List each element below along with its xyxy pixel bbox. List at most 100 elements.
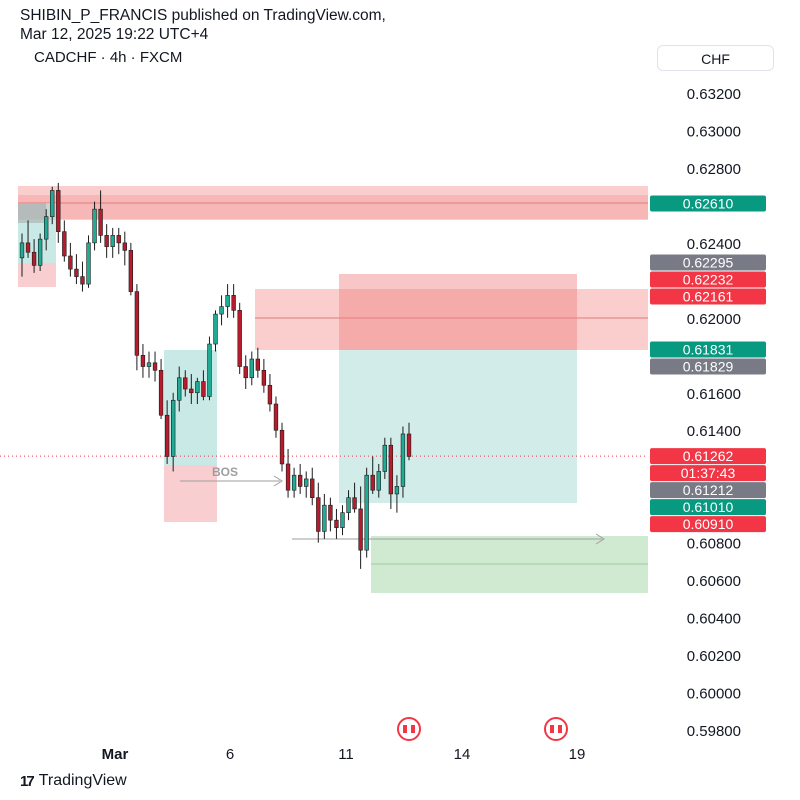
x-tick-label: 11 — [338, 746, 354, 763]
y-tick-label: 0.63200 — [687, 86, 741, 103]
y-tick-label: 0.61600 — [687, 386, 741, 403]
candle-body — [177, 377, 182, 401]
x-tick-label: 19 — [569, 746, 586, 763]
candle-body — [56, 190, 61, 232]
price-tag-label: 0.61829 — [683, 358, 734, 374]
y-tick-label: 0.61400 — [687, 423, 741, 440]
candle-body — [406, 433, 412, 457]
candle-body — [322, 504, 327, 532]
bos-stop-box — [164, 465, 217, 522]
currency-button[interactable]: CHF — [657, 45, 774, 71]
publisher-line: SHIBIN_P_FRANCIS published on TradingVie… — [20, 7, 386, 24]
candle-body — [297, 474, 303, 487]
tradingview-logo-icon: 17 — [20, 772, 35, 790]
candle-body — [158, 369, 164, 416]
footer-brand: 17 TradingView — [20, 772, 127, 790]
candle-body — [219, 306, 224, 315]
y-tick-label: 0.63000 — [687, 123, 741, 140]
candle-body — [279, 429, 285, 465]
y-tick-label: 0.60800 — [687, 536, 741, 553]
y-tick-label: 0.60600 — [687, 573, 741, 590]
candle-body — [170, 399, 176, 457]
candle-body — [382, 444, 387, 472]
price-tag-label: 01:37:43 — [681, 465, 736, 481]
candle-body — [370, 474, 375, 491]
candle-body — [37, 238, 43, 266]
price-tag-label: 0.62161 — [683, 289, 734, 305]
candle-body — [231, 295, 236, 311]
y-tick-label: 0.60000 — [687, 686, 741, 703]
price-tag-label: 0.62295 — [683, 255, 734, 271]
candle-body — [19, 242, 25, 259]
candle-body — [346, 497, 351, 513]
candle-body — [267, 384, 273, 405]
flag-leaf — [554, 725, 558, 733]
y-tick-label: 0.62800 — [687, 161, 741, 178]
bos-label: BOS — [212, 465, 238, 479]
price-tag — [650, 195, 766, 212]
candle-body — [195, 381, 200, 394]
candle-body — [128, 250, 134, 292]
candle-body — [273, 403, 279, 431]
y-tick-label: 0.62400 — [687, 236, 741, 253]
candle-body — [310, 478, 315, 498]
symbol-legend[interactable]: CADCHF · 4h · FXCM — [34, 49, 183, 66]
publish-header: SHIBIN_P_FRANCIS published on TradingVie… — [20, 6, 386, 44]
price-tag — [650, 341, 766, 358]
candle-body — [388, 444, 394, 495]
candle-body — [80, 276, 85, 285]
candle-body — [400, 433, 406, 487]
candle-body — [255, 358, 261, 371]
candle-body — [25, 242, 31, 253]
supply-zone-mid — [255, 289, 648, 350]
candle-body — [261, 369, 267, 386]
price-tag — [650, 358, 766, 375]
price-tag — [650, 271, 766, 288]
candle-body — [249, 358, 254, 379]
candle-body — [364, 474, 369, 551]
price-tag — [650, 254, 766, 271]
candle-body — [316, 497, 321, 532]
candle-body — [237, 310, 242, 367]
candle-body — [134, 291, 140, 356]
candle-body — [213, 313, 218, 345]
candle-body — [225, 295, 230, 307]
candle-body — [44, 216, 49, 240]
target-arrow-icon — [595, 533, 605, 545]
price-tag-label: 0.61831 — [683, 341, 734, 357]
x-tick-label: Mar — [102, 746, 129, 763]
candle-body — [86, 242, 91, 285]
candle-body — [291, 474, 297, 491]
candle-body — [207, 343, 212, 397]
y-tick-label: 0.60200 — [687, 648, 741, 665]
candle-body — [62, 231, 67, 257]
candle-body — [74, 268, 79, 277]
price-tag-label: 0.61212 — [683, 482, 734, 498]
price-tag — [650, 516, 766, 533]
publish-date: Mar 12, 2025 19:22 UTC+4 — [20, 26, 209, 43]
candle-body — [98, 208, 103, 236]
price-tag-label: 0.61010 — [683, 499, 734, 515]
candle-body — [304, 478, 309, 487]
price-tag-label: 0.60910 — [683, 516, 734, 532]
candle-body — [376, 471, 381, 491]
candle-body — [116, 235, 121, 244]
price-tag-label: 0.62232 — [683, 272, 734, 288]
left-stop-box — [18, 263, 56, 287]
short-stop-box — [339, 274, 577, 350]
price-tag — [650, 448, 766, 465]
candle-body — [152, 362, 158, 371]
candle-body — [394, 486, 400, 495]
candle-body — [340, 512, 345, 528]
supply-zone-top-inner — [18, 195, 648, 219]
candle-body — [243, 366, 248, 379]
y-tick-label: 0.59800 — [687, 723, 741, 740]
flag-leaf — [407, 725, 411, 733]
candle-body — [146, 362, 152, 367]
candle-body — [328, 504, 333, 521]
price-tag — [650, 288, 766, 305]
price-tag-label: 0.61262 — [683, 448, 734, 464]
candle-body — [31, 251, 37, 266]
candle-body — [164, 414, 170, 457]
